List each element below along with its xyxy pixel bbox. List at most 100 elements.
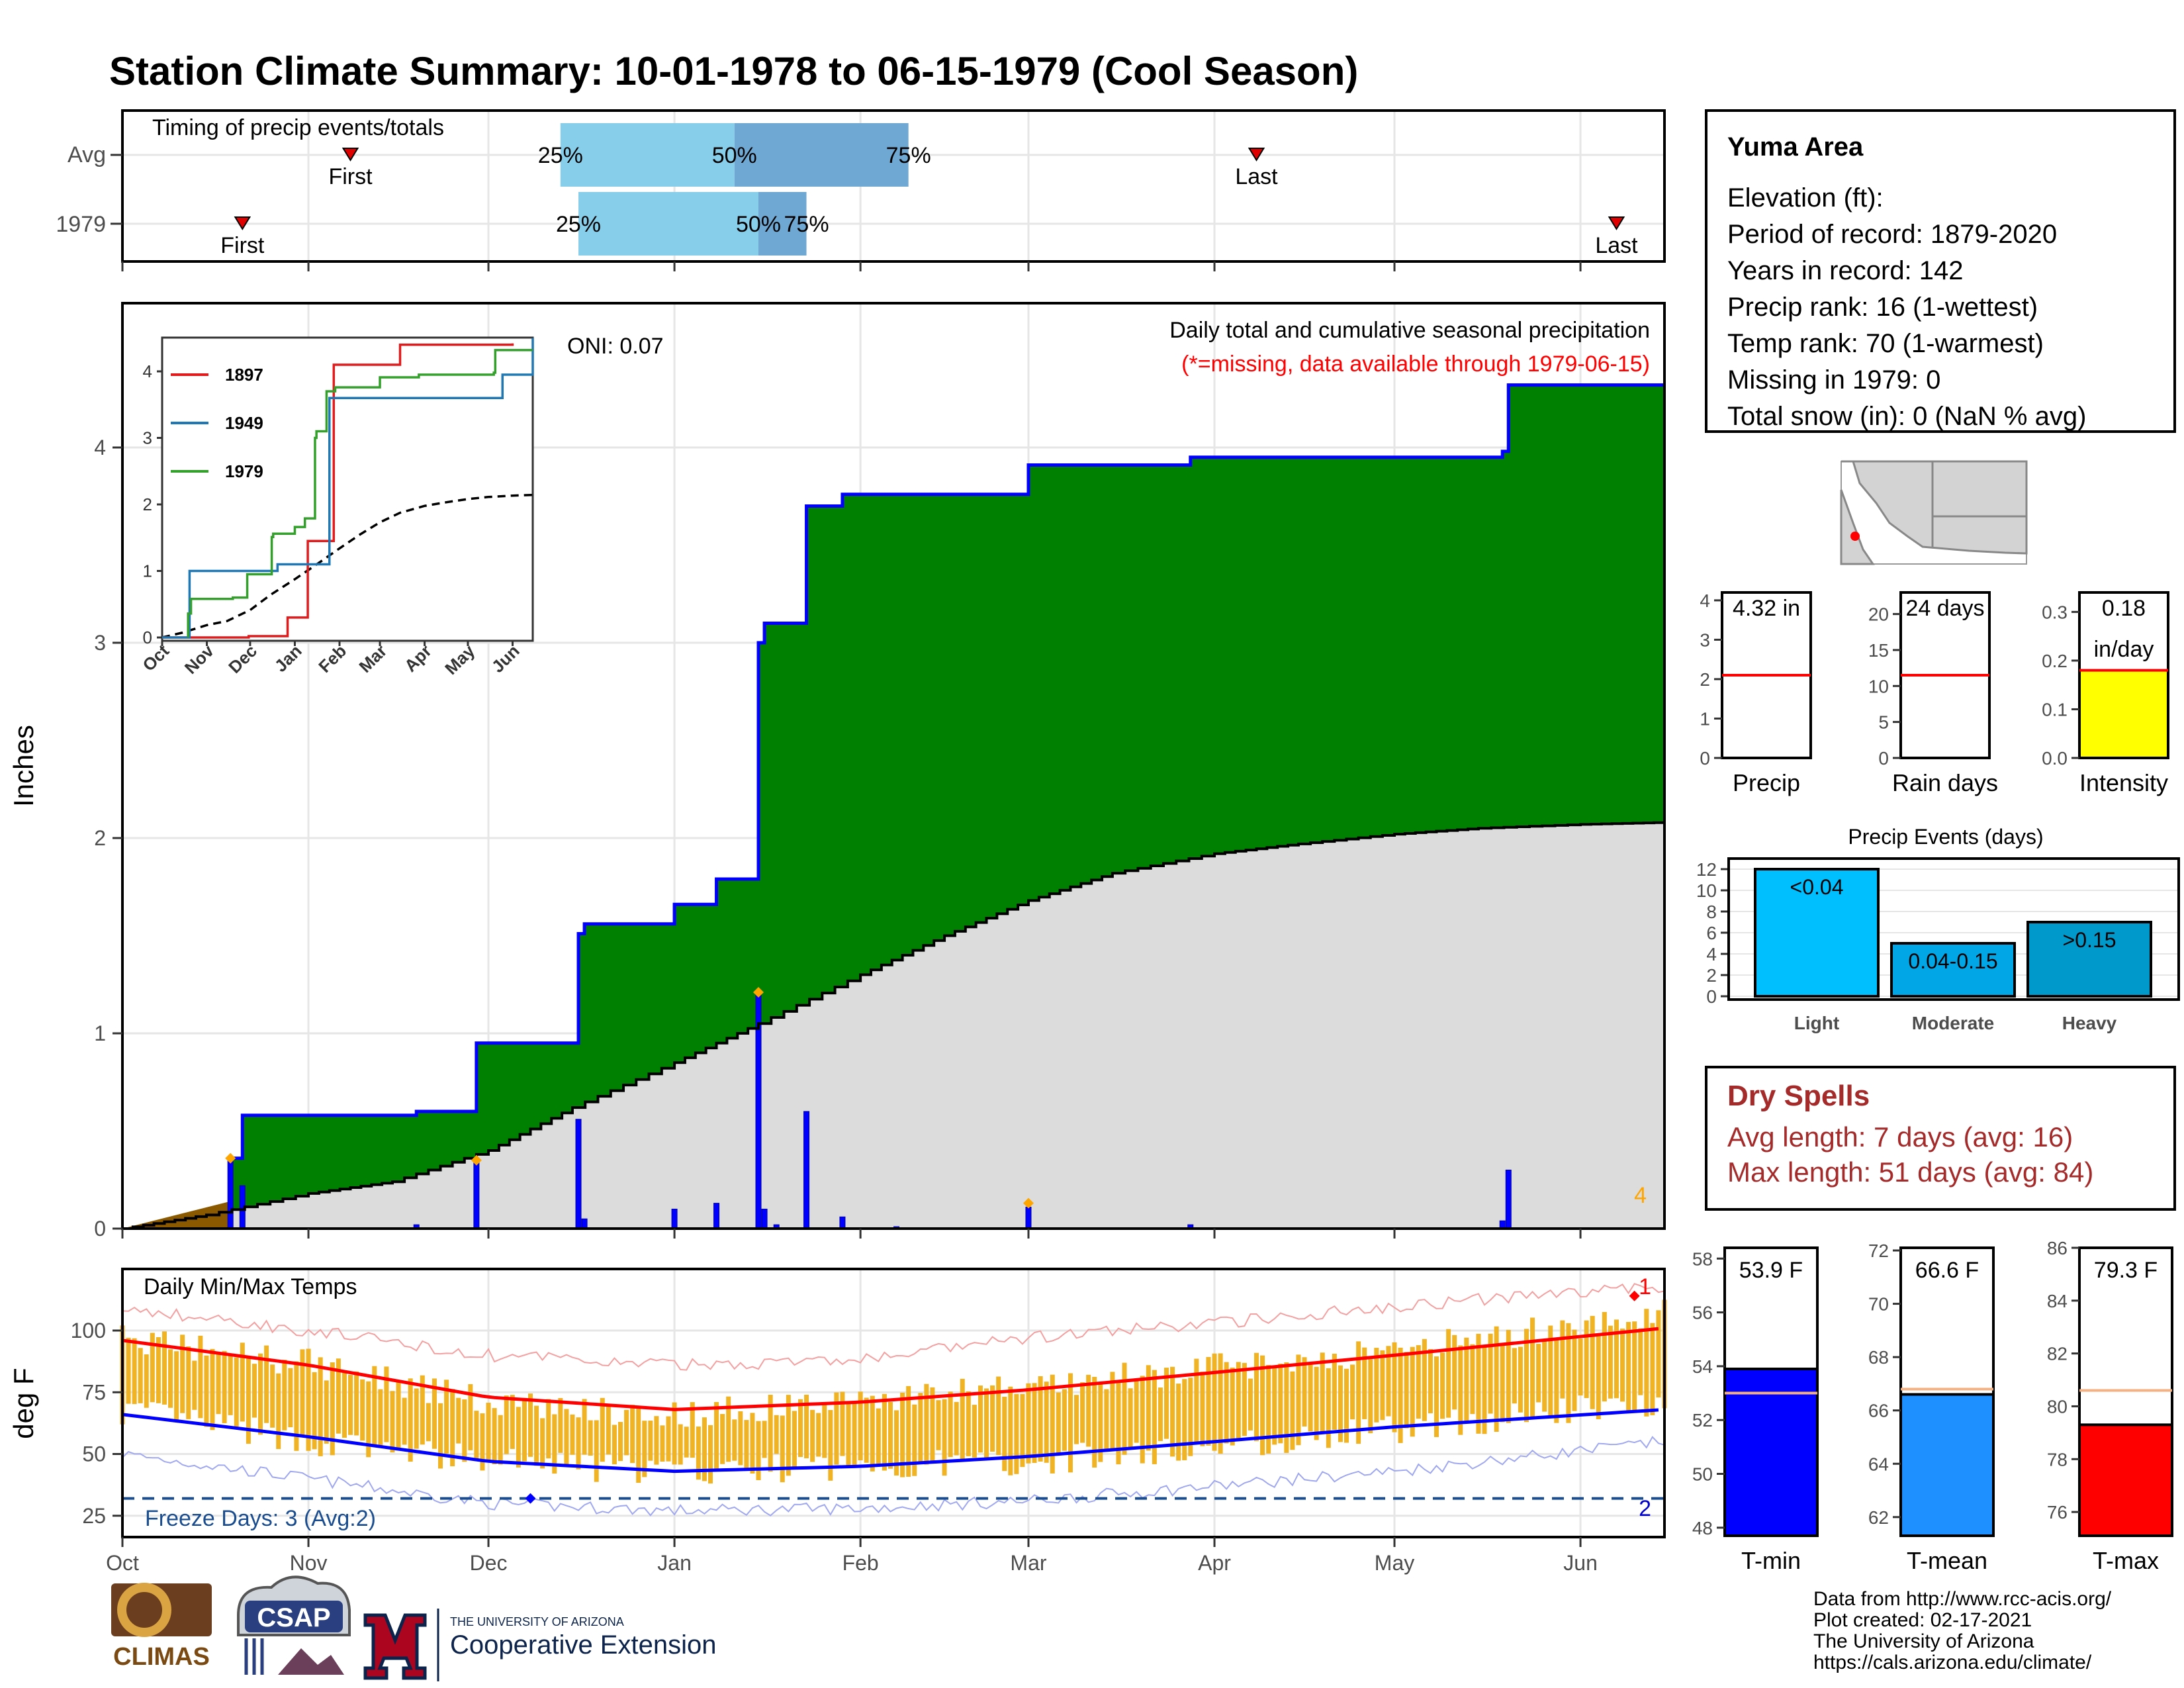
daily-temp-range-bar xyxy=(702,1417,707,1481)
daily-temp-range-bar xyxy=(1158,1387,1163,1441)
daily-temp-range-bar xyxy=(1608,1325,1613,1399)
inset-series-line xyxy=(187,349,533,637)
temp-panel-label: Daily Min/Max Temps xyxy=(144,1274,357,1299)
daily-temp-range-bar xyxy=(630,1405,635,1464)
daily-temp-range-bar xyxy=(1632,1321,1637,1412)
summary-bar-y-tick-label: 4 xyxy=(1700,590,1710,611)
quartile-label-25: 25% xyxy=(538,143,583,168)
daily-temp-range-bar xyxy=(1506,1329,1511,1423)
daily-temp-range-bar xyxy=(852,1403,857,1466)
daily-temp-range-bar xyxy=(330,1362,335,1456)
daily-temp-range-bar xyxy=(312,1372,317,1450)
daily-temp-range-bar xyxy=(792,1411,797,1470)
station-info-box: Yuma Area Elevation (ft): Period of recor… xyxy=(1705,109,2176,433)
summary-bar-name: Precip xyxy=(1733,769,1800,796)
temp-y-tick-label: 75 xyxy=(82,1380,106,1404)
daily-temp-range-bar xyxy=(251,1364,257,1418)
first-event-label: First xyxy=(328,164,373,189)
daily-temp-range-bar xyxy=(1254,1352,1259,1442)
timing-label: Timing of precip events/totals xyxy=(152,115,444,140)
daily-temp-range-bar xyxy=(912,1404,917,1476)
daily-temp-range-bar xyxy=(246,1357,251,1444)
daily-precip-bar xyxy=(671,1209,678,1229)
ua-logo-top-text: THE UNIVERSITY OF ARIZONA xyxy=(450,1615,624,1628)
oni-label: ONI: 0.07 xyxy=(567,334,664,359)
summary-bar-y-tick-label: 1 xyxy=(1700,708,1710,729)
temp-bar-y-tick-label: 68 xyxy=(1868,1347,1889,1368)
daily-temp-range-bar xyxy=(1398,1347,1403,1443)
station-info-line: Elevation (ft): xyxy=(1727,183,1884,212)
daily-temp-range-bar xyxy=(1530,1317,1535,1417)
missing-day-count: 4 xyxy=(1634,1183,1647,1208)
quartile-label-75: 75% xyxy=(886,143,931,168)
daily-temp-range-bar xyxy=(936,1400,941,1450)
daily-temp-range-bar xyxy=(1374,1348,1379,1423)
daily-temp-range-bar xyxy=(1470,1344,1475,1415)
daily-temp-range-bar xyxy=(762,1421,767,1458)
summary-bar-value-unit: in/day xyxy=(2094,637,2154,662)
record-max-line xyxy=(122,1283,1665,1371)
daily-temp-range-bar xyxy=(516,1407,521,1468)
daily-temp-range-bar xyxy=(1278,1364,1283,1444)
station-info-line: Years in record: 142 xyxy=(1727,256,1964,285)
inset-legend-label: 1949 xyxy=(225,413,263,433)
daily-temp-range-bar xyxy=(846,1403,851,1468)
daily-temp-range-bar xyxy=(1638,1328,1643,1395)
month-tick-label: Jun xyxy=(1563,1551,1598,1575)
daily-temp-range-bar xyxy=(1284,1362,1289,1453)
dry-spells-box: Dry Spells Avg length: 7 days (avg: 16) … xyxy=(1705,1066,2176,1211)
inset-y-tick-label: 0 xyxy=(143,628,152,647)
record-max-count: 1 xyxy=(1639,1274,1651,1299)
quartile-label-75: 75% xyxy=(784,212,829,237)
daily-temp-range-bar xyxy=(1146,1365,1151,1451)
daily-temp-range-bar xyxy=(1458,1345,1463,1435)
daily-temp-range-bar xyxy=(504,1395,509,1454)
daily-temp-range-bar xyxy=(834,1392,839,1465)
daily-temp-range-bar xyxy=(444,1380,449,1454)
avg-tmax-line xyxy=(122,1327,1659,1411)
daily-temp-range-bar xyxy=(1218,1353,1223,1454)
freeze-marker xyxy=(525,1493,536,1504)
daily-precip-bar xyxy=(1505,1170,1512,1229)
daily-temp-range-bar xyxy=(1080,1382,1085,1443)
daily-temp-range-bar xyxy=(564,1409,569,1465)
inset-x-tick-label: Jan xyxy=(271,641,306,676)
daily-temp-range-bar xyxy=(198,1335,203,1419)
daily-temp-range-bar xyxy=(186,1346,191,1419)
daily-temp-range-bar xyxy=(1314,1366,1319,1440)
precip-y-tick-label: 4 xyxy=(94,436,106,459)
daily-temp-range-bar xyxy=(606,1404,611,1455)
daily-temp-range-bar xyxy=(1074,1395,1079,1444)
events-bar-label: >0.15 xyxy=(2063,928,2116,952)
inset-legend-label: 1897 xyxy=(225,365,263,385)
daily-temp-range-bar xyxy=(1343,1368,1349,1443)
month-tick-label: Jan xyxy=(657,1551,692,1575)
daily-temp-range-bar xyxy=(552,1414,557,1474)
daily-temp-range-bar xyxy=(282,1360,287,1430)
daily-temp-range-bar xyxy=(450,1389,455,1467)
summary-bar-y-tick-label: 0.3 xyxy=(2042,602,2068,622)
daily-temp-range-bar xyxy=(1320,1352,1325,1433)
daily-temp-range-bar xyxy=(810,1409,815,1462)
inset-x-tick-label: Jun xyxy=(488,641,523,677)
quartile-label-25: 25% xyxy=(556,212,601,237)
daily-temp-range-bar xyxy=(894,1410,899,1476)
station-name: Yuma Area xyxy=(1727,132,1864,162)
daily-temp-range-bar xyxy=(438,1403,443,1469)
daily-temp-range-bar xyxy=(300,1349,305,1437)
daily-temp-range-bar xyxy=(426,1403,431,1442)
temp-y-tick-label: 50 xyxy=(82,1442,106,1466)
daily-temp-range-bar xyxy=(366,1381,371,1458)
daily-temp-range-bar xyxy=(1230,1367,1235,1446)
daily-temp-range-bar xyxy=(954,1401,959,1456)
inset-y-tick-label: 2 xyxy=(143,494,152,514)
daily-temp-range-bar xyxy=(876,1408,881,1464)
daily-temp-range-bar xyxy=(1086,1374,1091,1447)
temp-frame xyxy=(121,1268,1666,1538)
summary-bar-value: 0.18 xyxy=(2102,596,2146,621)
daily-temp-range-bar xyxy=(174,1351,179,1421)
events-y-tick-label: 10 xyxy=(1696,880,1717,901)
summary-bar-y-tick-label: 10 xyxy=(1868,676,1889,696)
temp-bar-y-tick-label: 86 xyxy=(2047,1238,2068,1258)
